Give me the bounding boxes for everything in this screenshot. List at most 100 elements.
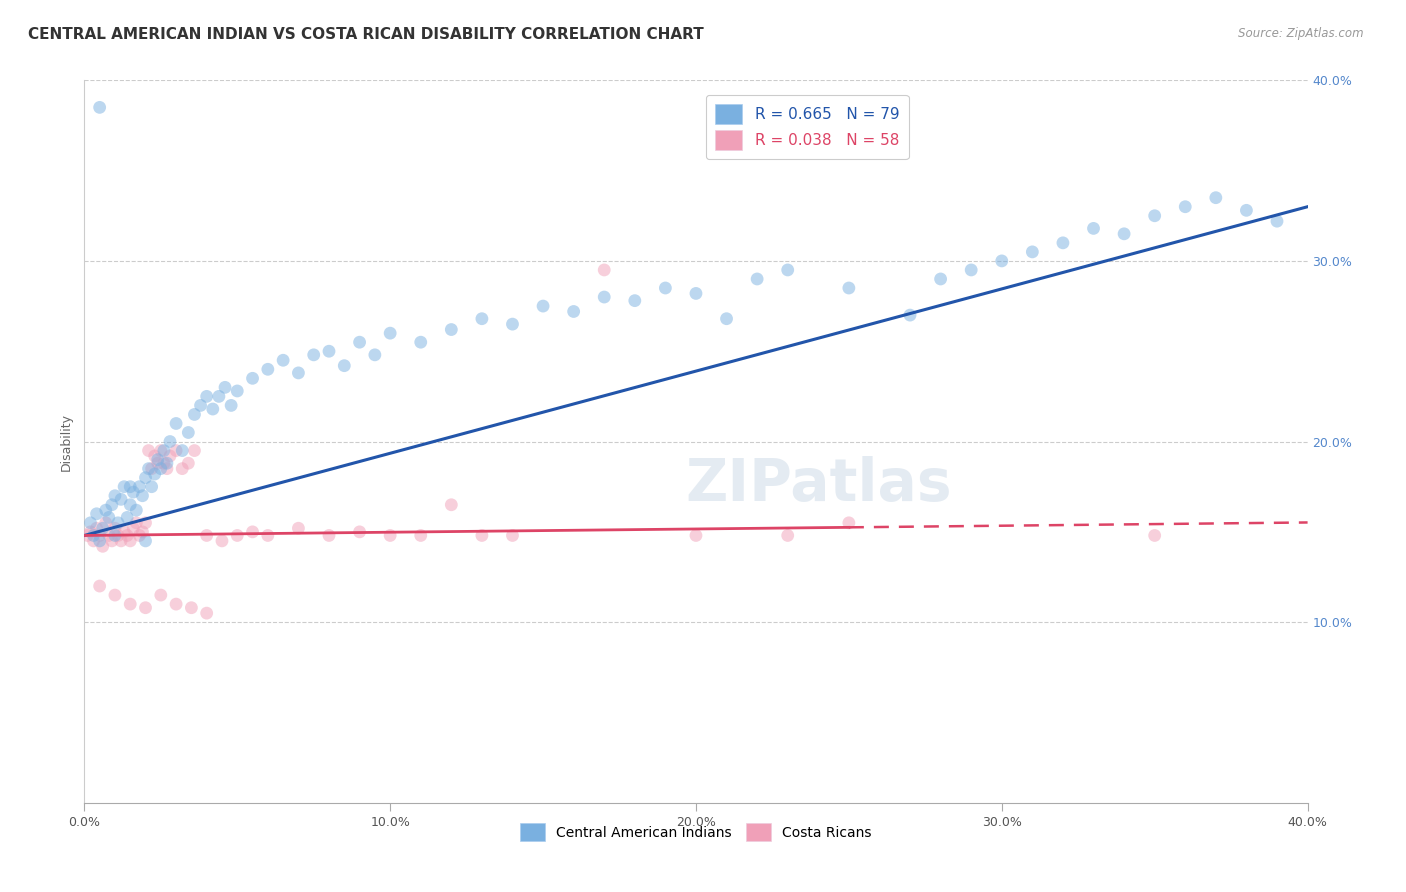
Point: [409, 335, 432, 350]
Point: [94, 516, 117, 530]
Point: [135, 471, 157, 485]
Point: [135, 516, 157, 530]
Point: [138, 461, 160, 475]
Point: [960, 263, 983, 277]
Point: [141, 480, 163, 494]
Text: CENTRAL AMERICAN INDIAN VS COSTA RICAN DISABILITY CORRELATION CHART: CENTRAL AMERICAN INDIAN VS COSTA RICAN D…: [28, 27, 704, 42]
Point: [91, 539, 114, 553]
Point: [165, 597, 187, 611]
Point: [654, 281, 676, 295]
Point: [86, 507, 108, 521]
Point: [214, 380, 236, 394]
Point: [79, 516, 101, 530]
Point: [79, 524, 101, 539]
Point: [97, 510, 120, 524]
Point: [153, 443, 176, 458]
Point: [89, 528, 111, 542]
Point: [122, 521, 145, 535]
Point: [1143, 528, 1166, 542]
Point: [141, 461, 163, 475]
Point: [747, 272, 769, 286]
Point: [122, 485, 145, 500]
Point: [1083, 221, 1105, 235]
Point: [128, 528, 150, 542]
Point: [1174, 200, 1197, 214]
Point: [146, 456, 169, 470]
Point: [83, 533, 105, 548]
Point: [838, 516, 860, 530]
Point: [125, 516, 148, 530]
Point: [83, 528, 105, 542]
Point: [91, 521, 114, 535]
Point: [409, 528, 432, 542]
Point: [183, 408, 205, 422]
Point: [1114, 227, 1136, 241]
Point: [180, 600, 202, 615]
Point: [318, 344, 340, 359]
Point: [624, 293, 647, 308]
Point: [242, 371, 264, 385]
Point: [104, 588, 127, 602]
Point: [104, 489, 127, 503]
Point: [208, 389, 231, 403]
Point: [211, 533, 233, 548]
Point: [929, 272, 952, 286]
Point: [128, 480, 150, 494]
Point: [219, 398, 242, 412]
Point: [149, 588, 172, 602]
Point: [226, 528, 249, 542]
Point: [593, 263, 616, 277]
Point: [97, 528, 120, 542]
Y-axis label: Disability: Disability: [59, 412, 73, 471]
Point: [349, 524, 371, 539]
Text: ZIPatlas: ZIPatlas: [685, 457, 952, 514]
Point: [159, 434, 181, 449]
Point: [1052, 235, 1074, 250]
Point: [110, 492, 132, 507]
Point: [502, 317, 524, 331]
Point: [242, 524, 264, 539]
Point: [271, 353, 294, 368]
Point: [380, 528, 402, 542]
Point: [112, 480, 135, 494]
Text: Source: ZipAtlas.com: Source: ZipAtlas.com: [1239, 27, 1364, 40]
Point: [257, 362, 280, 376]
Point: [153, 456, 176, 470]
Point: [143, 449, 166, 463]
Point: [195, 528, 218, 542]
Point: [195, 389, 218, 403]
Point: [1205, 191, 1227, 205]
Point: [1021, 244, 1043, 259]
Point: [120, 480, 142, 494]
Point: [287, 366, 309, 380]
Point: [440, 322, 463, 336]
Point: [562, 304, 585, 318]
Point: [1265, 214, 1288, 228]
Legend: Central American Indians, Costa Ricans: Central American Indians, Costa Ricans: [515, 817, 877, 847]
Point: [120, 498, 142, 512]
Point: [685, 286, 707, 301]
Point: [86, 521, 108, 535]
Point: [177, 456, 200, 470]
Point: [156, 456, 179, 470]
Point: [110, 533, 132, 548]
Point: [380, 326, 402, 340]
Point: [183, 443, 205, 458]
Point: [201, 402, 224, 417]
Point: [502, 528, 524, 542]
Point: [333, 359, 356, 373]
Point: [226, 384, 249, 398]
Point: [159, 449, 181, 463]
Point: [89, 579, 111, 593]
Point: [89, 100, 111, 114]
Point: [195, 606, 218, 620]
Point: [149, 443, 172, 458]
Point: [112, 524, 135, 539]
Point: [440, 498, 463, 512]
Point: [257, 528, 280, 542]
Point: [120, 533, 142, 548]
Point: [898, 308, 921, 322]
Point: [104, 521, 127, 535]
Point: [302, 348, 325, 362]
Point: [1236, 203, 1258, 218]
